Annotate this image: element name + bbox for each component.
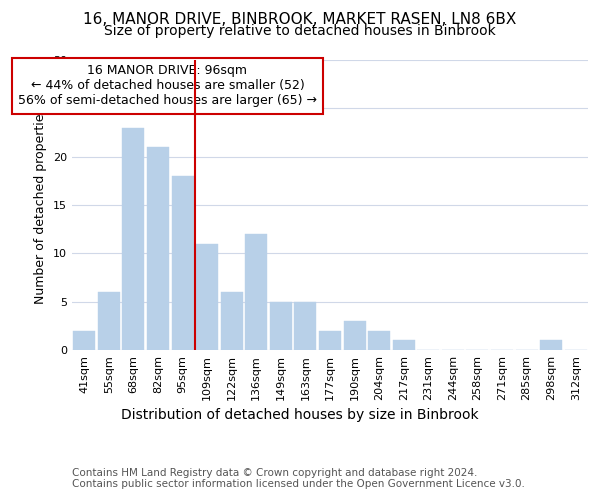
- Text: Contains public sector information licensed under the Open Government Licence v3: Contains public sector information licen…: [72, 479, 525, 489]
- Bar: [122, 128, 145, 350]
- Bar: [319, 330, 341, 350]
- Bar: [270, 302, 292, 350]
- Text: Distribution of detached houses by size in Binbrook: Distribution of detached houses by size …: [121, 408, 479, 422]
- Text: Size of property relative to detached houses in Binbrook: Size of property relative to detached ho…: [104, 24, 496, 38]
- Bar: [73, 330, 95, 350]
- Bar: [368, 330, 390, 350]
- Bar: [245, 234, 268, 350]
- Bar: [172, 176, 194, 350]
- Bar: [221, 292, 243, 350]
- Bar: [344, 321, 365, 350]
- Text: Contains HM Land Registry data © Crown copyright and database right 2024.: Contains HM Land Registry data © Crown c…: [72, 468, 478, 477]
- Bar: [196, 244, 218, 350]
- Y-axis label: Number of detached properties: Number of detached properties: [34, 106, 47, 304]
- Bar: [540, 340, 562, 350]
- Bar: [147, 147, 169, 350]
- Bar: [392, 340, 415, 350]
- Bar: [295, 302, 316, 350]
- Bar: [98, 292, 120, 350]
- Text: 16 MANOR DRIVE: 96sqm
← 44% of detached houses are smaller (52)
56% of semi-deta: 16 MANOR DRIVE: 96sqm ← 44% of detached …: [18, 64, 317, 108]
- Text: 16, MANOR DRIVE, BINBROOK, MARKET RASEN, LN8 6BX: 16, MANOR DRIVE, BINBROOK, MARKET RASEN,…: [83, 12, 517, 28]
